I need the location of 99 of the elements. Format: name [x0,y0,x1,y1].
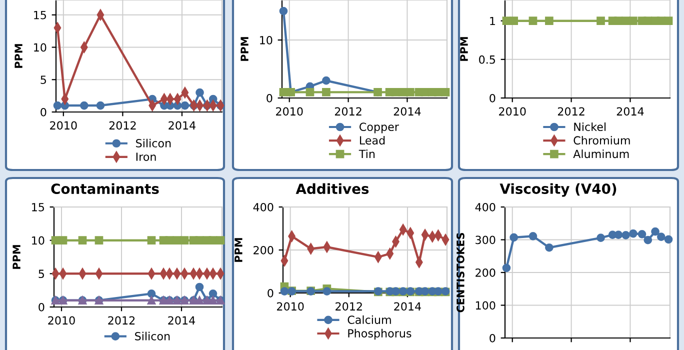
point [622,231,630,240]
chart-title: Viscosity (V40) [500,183,616,197]
y-tick-label: 0 [266,94,272,102]
x-tick-label: 2012 [334,107,362,116]
point [596,234,605,242]
x-tick-label: 2014 [394,302,421,311]
y-tick-label: 400 [475,202,496,212]
x-tick-label: 2012 [558,107,584,116]
y-axis-title: PPM [460,37,468,61]
legend-label: Lead [360,136,385,145]
y-tick-label: 300 [476,236,496,244]
legend-label: Chromium [574,136,630,145]
point [406,88,414,96]
point [434,88,442,96]
y-tick-label: 0.5 [479,55,495,64]
y-axis-title: CENTISTOKES [456,232,464,312]
point [280,287,289,296]
x-tick-label: 2012 [336,302,362,311]
y-tick-label: 15 [32,203,44,212]
y-tick-label: 400 [253,202,274,212]
point [172,236,182,244]
legend-label: Silicon [136,138,171,148]
y-tick-label: 5 [38,270,44,278]
point [147,236,156,244]
y-tick-label: 10 [260,36,272,44]
point [322,88,330,96]
legend-label: Phosphorus [348,328,412,340]
x-tick-label: 2014 [168,121,196,130]
y-tick-label: 0 [268,288,274,298]
y-tick-label: 0 [40,108,46,116]
point [510,233,518,242]
y-tick-label: 200 [476,268,496,277]
y-tick-label: 0 [490,94,496,102]
legend-label: Aluminum [573,150,629,158]
x-tick-label: 2012 [109,121,136,130]
chart-title: Additives [296,183,369,194]
legend-label: Nickel [574,122,606,132]
y-axis-title: PPM [240,37,248,61]
point [147,296,156,304]
x-tick-label: 2010 [50,121,77,130]
point [208,236,218,244]
y-tick-label: 10 [34,43,46,52]
point [58,236,68,244]
x-tick-label: 2010 [276,107,303,116]
y-axis-title: PPM [234,238,242,262]
point [322,287,332,296]
chart-title: Contaminants [51,183,159,194]
point [279,6,288,16]
point [165,236,174,244]
y-tick-label: 15 [34,11,46,20]
point [528,232,538,240]
legend-label: Tin [358,150,375,158]
y-tick-label: 0 [490,334,496,342]
legend-label: Copper [360,122,399,134]
point [322,76,330,85]
point [420,88,430,96]
y-tick-label: 100 [476,301,496,310]
point [196,88,204,97]
point [208,290,218,298]
point [147,290,156,298]
point [644,236,652,244]
y-tick-label: 200 [254,246,274,254]
point [545,243,554,252]
point [96,101,105,110]
point [78,236,87,244]
y-axis-title: PPM [12,245,20,269]
point [51,236,60,244]
point [216,236,225,244]
point [502,264,511,272]
y-tick-label: 5 [40,76,46,84]
x-tick-label: 2010 [499,107,526,116]
point [195,236,204,244]
point [638,230,646,238]
x-tick-label: 2010 [276,302,304,311]
point [94,236,104,244]
point [306,88,314,96]
x-tick-label: 2014 [394,107,421,116]
x-tick-label: 2014 [168,316,196,325]
point [80,101,88,110]
point [53,101,62,110]
y-tick-label: 10 [32,236,44,245]
legend-label: Silicon [135,332,170,340]
point [651,227,660,236]
point [195,282,204,292]
x-tick-label: 2012 [108,316,135,325]
point [441,88,450,96]
legend-label: Calcium [348,315,391,324]
point [180,101,190,110]
y-tick-label: 0 [38,302,44,312]
x-tick-label: 2010 [48,316,75,325]
point [398,88,407,96]
point [629,229,638,238]
y-axis-title: PPM [14,44,22,68]
point [664,235,673,244]
legend-label: Iron [136,152,156,161]
y-tick-label: 1 [490,16,495,26]
point [656,232,666,241]
x-tick-label: 2014 [616,107,644,116]
point [180,236,189,244]
